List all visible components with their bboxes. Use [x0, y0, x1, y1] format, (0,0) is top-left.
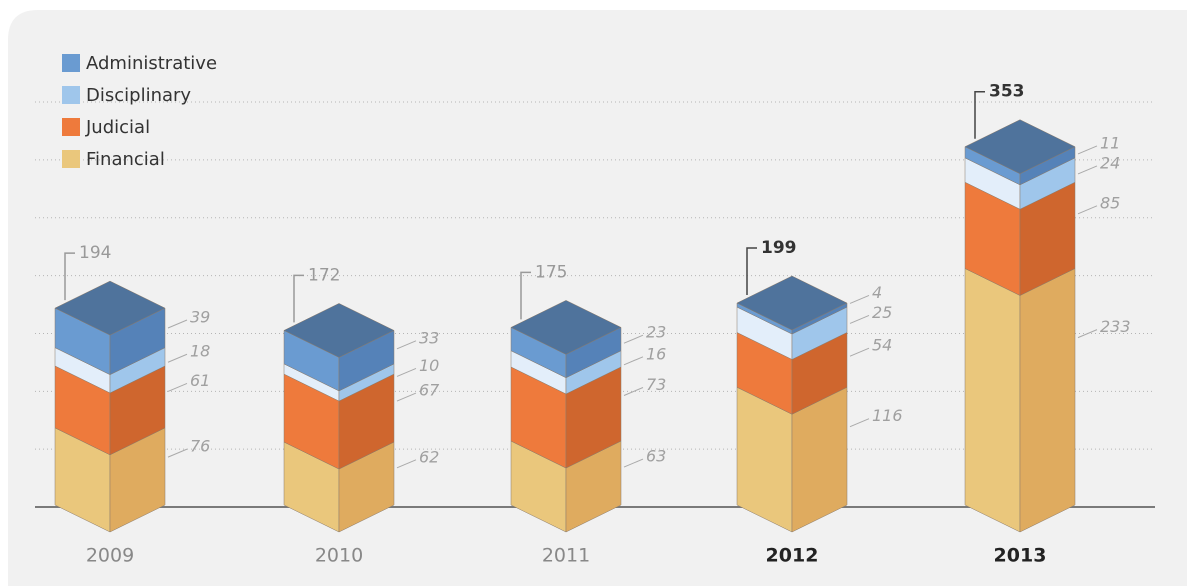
x-tick-label: 2009 [86, 545, 134, 567]
value-label: 67 [419, 381, 440, 400]
total-label: 194 [79, 243, 111, 263]
x-tick-label: 2013 [994, 545, 1047, 567]
bar-side [1019, 268, 1076, 533]
total-label: 175 [535, 262, 567, 282]
legend-swatch [62, 54, 80, 72]
value-leader [849, 418, 870, 428]
value-leader [396, 459, 417, 469]
total-bracket [974, 90, 985, 139]
total-bracket [293, 274, 304, 323]
value-leader [849, 294, 870, 304]
value-leader [1077, 145, 1098, 155]
value-label: 33 [419, 328, 439, 347]
value-label: 116 [872, 406, 903, 425]
value-leader [167, 382, 188, 392]
legend-label: Financial [86, 149, 165, 170]
value-label: 10 [419, 356, 439, 375]
value-label: 24 [1100, 153, 1120, 172]
value-label: 54 [872, 336, 892, 355]
value-label: 18 [190, 342, 210, 361]
value-leader [167, 319, 188, 329]
value-leader [1077, 205, 1098, 215]
value-label: 25 [872, 303, 892, 322]
x-tick-label: 2010 [315, 545, 363, 567]
value-label: 76 [190, 437, 210, 456]
value-leader [623, 334, 644, 344]
value-label: 11 [1100, 133, 1120, 152]
legend-swatch [62, 86, 80, 104]
legend-label: Disciplinary [86, 85, 191, 106]
total-bracket [64, 252, 75, 301]
value-leader [167, 448, 188, 458]
x-tick-label: 2012 [766, 545, 819, 567]
total-label: 199 [761, 238, 797, 258]
value-leader [623, 387, 644, 396]
bar-front [964, 268, 1021, 533]
value-label: 85 [1100, 193, 1120, 212]
x-tick-label: 2011 [542, 545, 590, 567]
value-label: 233 [1100, 317, 1131, 336]
value-label: 62 [419, 447, 439, 466]
value-leader [167, 353, 188, 363]
legend-label: Administrative [86, 53, 217, 74]
bar-top [54, 280, 166, 336]
bar-top [736, 275, 848, 331]
value-label: 61 [190, 371, 210, 390]
value-label: 73 [646, 375, 666, 394]
bar-top [510, 300, 622, 355]
legend-label: Judicial [85, 117, 150, 138]
value-leader [623, 356, 644, 366]
value-leader [623, 458, 644, 468]
value-label: 39 [190, 307, 210, 326]
total-label: 353 [989, 82, 1025, 102]
total-bracket [746, 247, 757, 296]
legend-swatch [62, 118, 80, 136]
value-leader [1077, 329, 1098, 339]
value-leader [396, 367, 417, 377]
value-leader [396, 340, 417, 350]
total-label: 172 [308, 265, 340, 285]
value-label: 4 [872, 283, 882, 302]
value-label: 63 [646, 447, 666, 466]
value-label: 23 [646, 323, 666, 342]
value-label: 16 [646, 344, 666, 363]
bar-top [964, 119, 1076, 174]
value-leader [1077, 165, 1098, 175]
value-leader [849, 347, 870, 357]
bar-top [283, 303, 395, 358]
total-bracket [520, 271, 531, 320]
value-leader [849, 314, 870, 324]
value-leader [396, 392, 417, 402]
legend-swatch [62, 150, 80, 168]
